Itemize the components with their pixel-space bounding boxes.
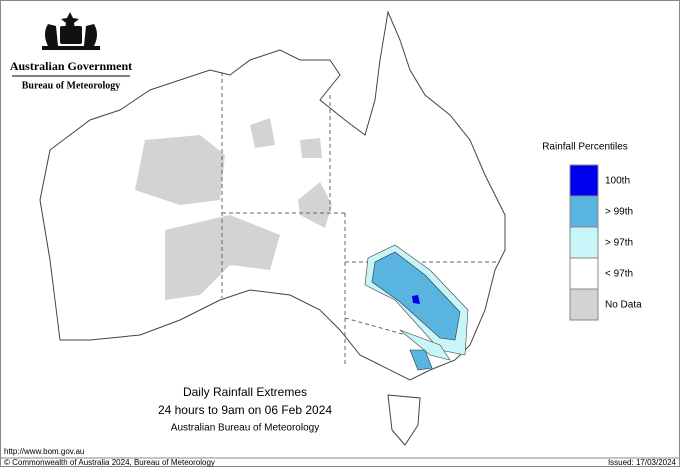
legend-label: < 97th [605, 269, 633, 280]
legend-swatch [569, 226, 599, 259]
rainfall-areas [364, 244, 469, 371]
legend: 100th > 99th > 97th < 97th No Data [569, 164, 642, 321]
legend-label: 100th [605, 176, 630, 187]
issued: Issued: 17/03/2024 [608, 458, 677, 467]
legend-title: Rainfall Percentiles [542, 142, 628, 153]
caption-source: Australian Bureau of Meteorology [171, 423, 319, 434]
legend-swatch [569, 164, 599, 197]
copyright: © Commonwealth of Australia 2024, Bureau… [4, 458, 215, 467]
url: http://www.bom.gov.au [4, 447, 84, 456]
legend-label: > 97th [605, 238, 633, 249]
legend-label: No Data [605, 300, 642, 311]
emblem [42, 12, 100, 50]
legend-swatch [569, 288, 599, 321]
legend-swatch [569, 195, 599, 228]
tasmania [387, 394, 421, 446]
caption-title: Daily Rainfall Extremes [183, 385, 307, 399]
legend-label: > 99th [605, 207, 633, 218]
legend-swatch [569, 257, 599, 290]
government: Australian Government [10, 59, 132, 73]
caption-period: 24 hours to 9am on 06 Feb 2024 [158, 403, 332, 417]
agency: Bureau of Meteorology [22, 80, 121, 91]
